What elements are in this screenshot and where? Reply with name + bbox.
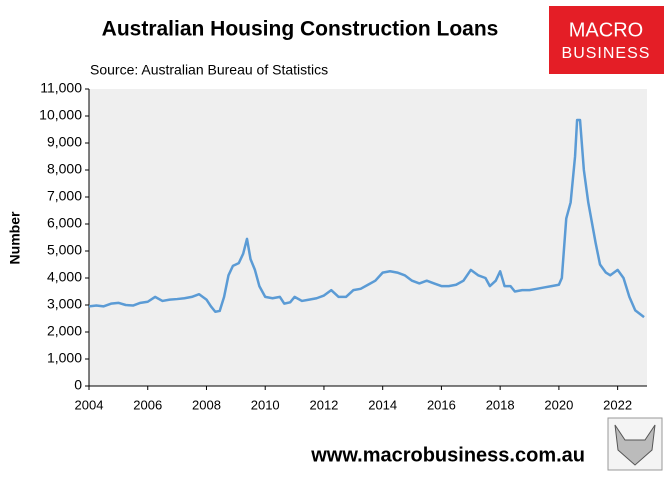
- wolf-icon: [614, 424, 656, 466]
- footer-url: www.macrobusiness.com.au: [310, 444, 585, 466]
- x-tick-label: 2016: [427, 397, 456, 412]
- y-tick-label: 2,000: [47, 323, 82, 339]
- x-tick-label: 2014: [368, 397, 397, 412]
- y-tick-label: 6,000: [47, 215, 82, 231]
- x-tick-label: 2020: [544, 397, 573, 412]
- logo-text: MACRO: [569, 19, 643, 41]
- y-tick-label: 4,000: [47, 269, 82, 285]
- logo-box: [549, 6, 664, 74]
- y-tick-label: 8,000: [47, 161, 82, 177]
- data-line: [88, 118, 645, 319]
- x-tick-label: 2012: [309, 397, 338, 412]
- x-tick-label: 2018: [486, 397, 515, 412]
- y-tick-label: 7,000: [47, 188, 82, 204]
- chart-subtitle: Source: Australian Bureau of Statistics: [90, 62, 328, 78]
- y-tick-label: 1,000: [47, 350, 82, 366]
- y-tick-label: 9,000: [47, 134, 82, 150]
- y-tick-label: 11,000: [40, 80, 82, 96]
- plot-area: [89, 89, 647, 386]
- x-tick-label: 2008: [192, 397, 221, 412]
- y-tick-label: 3,000: [47, 296, 82, 312]
- x-tick-label: 2010: [251, 397, 280, 412]
- y-tick-label: 0: [74, 377, 82, 393]
- y-tick-label: 5,000: [47, 242, 82, 258]
- y-tick-label: 10,000: [39, 107, 82, 123]
- x-tick-label: 2006: [133, 397, 162, 412]
- x-tick-label: 2022: [603, 397, 632, 412]
- x-tick-label: 2004: [75, 397, 104, 412]
- logo-wolf: [607, 417, 663, 471]
- logo-text: BUSINESS: [562, 45, 651, 62]
- y-axis-label: Number: [7, 211, 23, 264]
- chart-title: Australian Housing Construction Loans: [102, 18, 499, 41]
